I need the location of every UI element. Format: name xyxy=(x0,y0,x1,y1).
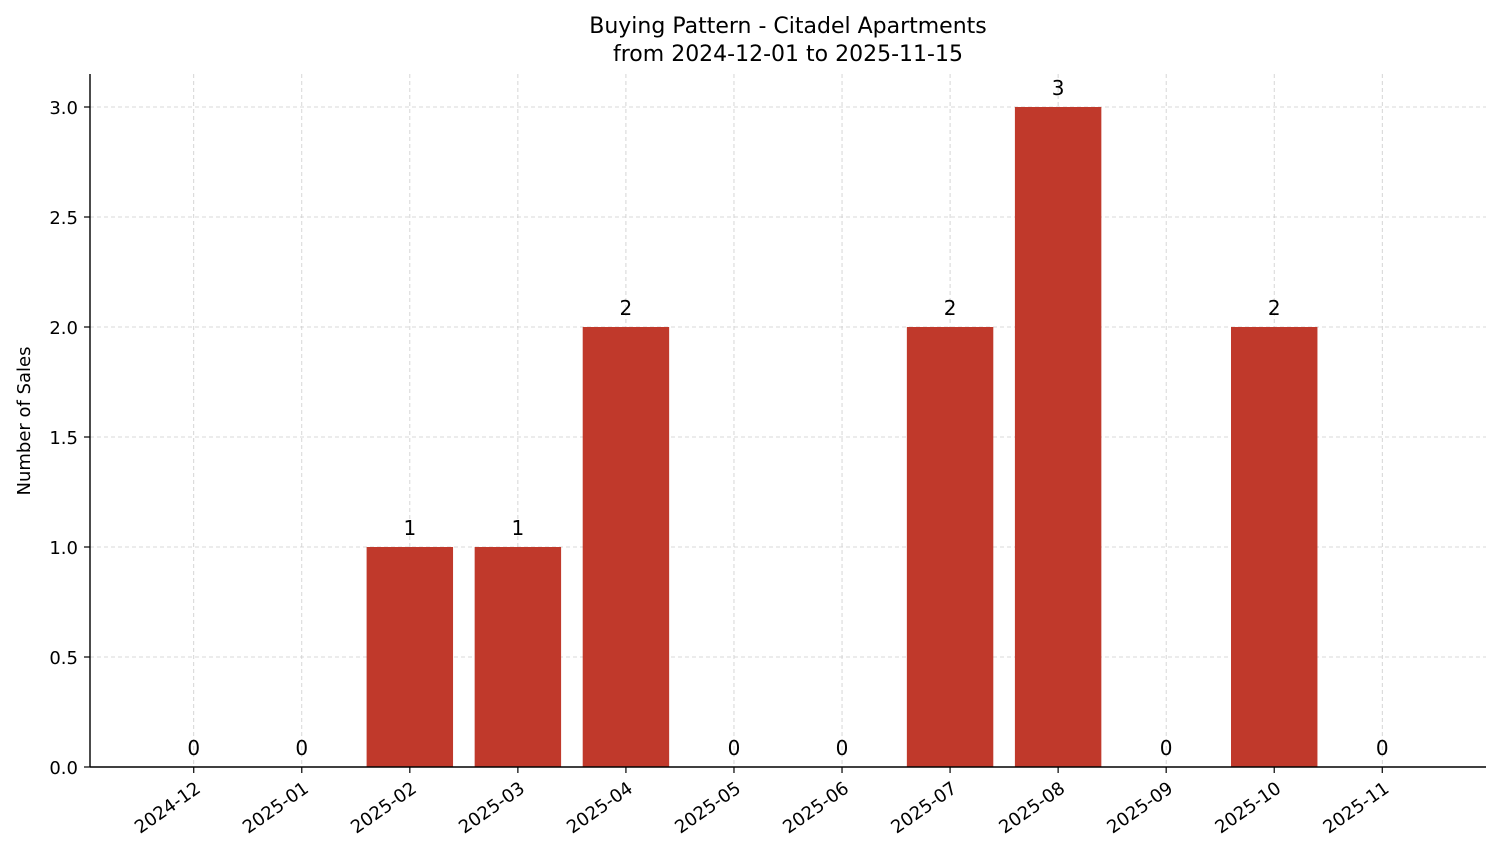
x-tick-label: 2025-11 xyxy=(1319,778,1393,838)
data-label: 0 xyxy=(187,736,200,760)
y-tick-label: 1.5 xyxy=(49,428,78,449)
x-tick-label: 2025-10 xyxy=(1211,778,1285,838)
chart-subtitle: from 2024-12-01 to 2025-11-15 xyxy=(613,42,963,67)
data-label: 0 xyxy=(836,736,849,760)
data-label: 0 xyxy=(1376,736,1389,760)
x-tick-label: 2025-03 xyxy=(455,778,529,838)
bar-2025-04 xyxy=(582,327,670,767)
data-labels: 0 0 1 1 2 0 0 2 3 0 2 0 xyxy=(187,76,1388,760)
data-label: 1 xyxy=(403,516,416,540)
y-tick-label: 2.5 xyxy=(49,208,78,229)
y-axis-label: Number of Sales xyxy=(14,346,35,495)
x-tick-label: 2025-04 xyxy=(563,778,637,838)
x-tick-label: 2025-06 xyxy=(779,778,853,838)
data-label: 2 xyxy=(944,296,957,320)
x-tick-label: 2025-02 xyxy=(347,778,421,838)
bars xyxy=(366,107,1318,767)
bar-2025-07 xyxy=(906,327,994,767)
data-label: 0 xyxy=(295,736,308,760)
x-tick-label: 2025-09 xyxy=(1103,778,1177,838)
y-tick-label: 2.0 xyxy=(49,318,78,339)
x-tick-label: 2025-05 xyxy=(671,778,745,838)
bar-2025-08 xyxy=(1014,107,1102,767)
x-tick-label: 2025-01 xyxy=(239,778,313,838)
bar-2025-03 xyxy=(474,547,562,767)
data-label: 0 xyxy=(1160,736,1173,760)
data-label: 1 xyxy=(512,516,525,540)
y-tick-label: 3.0 xyxy=(49,98,78,119)
data-label: 2 xyxy=(1268,296,1281,320)
x-tick-label: 2025-07 xyxy=(887,778,961,838)
bar-2025-02 xyxy=(366,547,454,767)
y-tick-label: 0.5 xyxy=(49,648,78,669)
chart-title: Buying Pattern - Citadel Apartments xyxy=(589,14,987,39)
data-label: 3 xyxy=(1052,76,1065,100)
y-tick-label: 1.0 xyxy=(49,538,78,559)
x-tick-label: 2024-12 xyxy=(131,778,205,838)
bar-2025-10 xyxy=(1231,327,1318,767)
data-label: 2 xyxy=(620,296,633,320)
data-label: 0 xyxy=(728,736,741,760)
x-tick-label: 2025-08 xyxy=(995,778,1069,838)
y-tick-label: 0.0 xyxy=(49,758,78,779)
